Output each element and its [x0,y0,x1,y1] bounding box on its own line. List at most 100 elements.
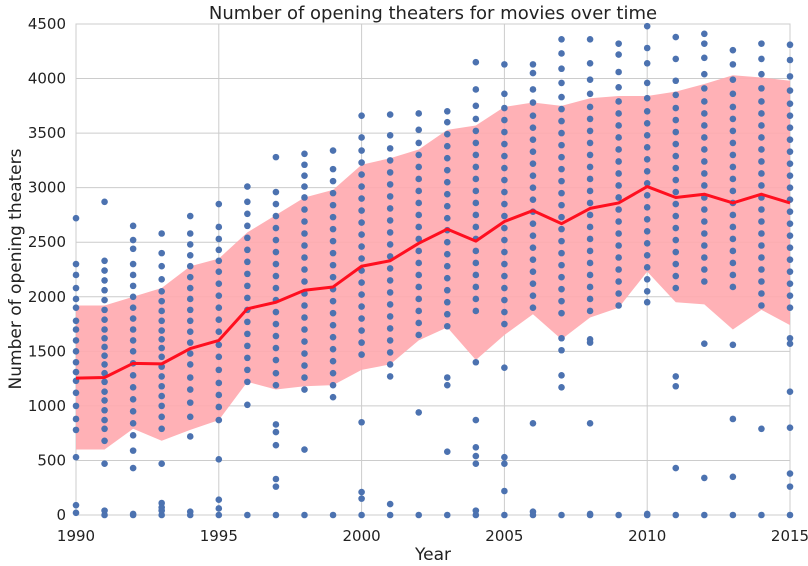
data-point [786,124,794,131]
data-point [301,314,308,321]
data-point [215,235,223,243]
data-point [472,358,480,366]
data-point [558,346,565,354]
data-point [329,189,337,197]
data-point [158,262,165,270]
data-point [386,145,394,152]
data-point [472,271,480,279]
data-point [129,304,137,311]
data-point [443,310,451,318]
data-point [501,296,508,304]
data-point [244,246,251,254]
data-point [701,85,708,92]
data-point [501,284,508,292]
data-point [529,160,537,167]
data-point [501,152,508,160]
data-point [758,254,765,261]
data-point [501,128,508,136]
data-point [415,307,423,315]
data-point [758,278,765,285]
data-point [501,90,508,98]
data-point [586,211,594,219]
data-point [643,276,651,283]
data-point [272,421,280,428]
y-tick-label: 2500 [28,233,66,251]
data-point [786,112,794,119]
data-point [272,212,280,220]
data-point [358,134,365,141]
data-point [415,511,423,519]
data-point [729,175,737,183]
data-point [558,165,565,173]
data-point [443,202,451,210]
data-point [758,425,765,433]
data-point [215,511,223,519]
data-point [129,337,137,344]
data-point [443,322,451,330]
data-point [586,259,594,267]
data-point [301,206,308,213]
data-point [643,216,651,223]
data-point [101,352,108,359]
data-point [415,235,423,243]
data-point [329,381,337,389]
data-point [443,274,451,282]
data-point [186,350,194,357]
data-point [101,460,108,468]
data-point [301,386,308,393]
data-point [529,420,537,427]
data-point [215,456,223,463]
data-point [215,246,223,254]
data-point [215,341,223,349]
data-point [358,418,365,426]
data-point [472,259,480,267]
data-point [672,464,680,472]
data-point [615,170,622,177]
data-point [501,61,508,68]
data-point [758,182,765,189]
data-point [529,148,537,155]
data-point [758,302,765,309]
data-point [786,280,794,287]
data-point [701,170,708,177]
data-point [729,235,737,243]
data-point [272,260,280,268]
data-point [758,230,765,237]
data-point [529,196,537,203]
data-point [643,119,651,127]
data-point [615,290,622,297]
data-point [301,218,308,225]
data-point [672,91,680,99]
data-point [529,86,537,93]
data-point [558,189,565,197]
data-point [186,262,194,270]
data-point [501,188,508,196]
data-point [186,273,194,281]
data-point [186,399,194,406]
y-tick-label: 1500 [28,342,66,360]
data-point [529,256,537,263]
data-point [558,141,565,149]
data-point [386,349,394,356]
data-point [72,402,80,410]
data-point [129,447,137,454]
data-point [758,266,765,273]
data-point [101,507,108,514]
data-point [529,99,537,106]
data-point [786,220,794,227]
data-point [643,228,651,235]
data-point [643,107,651,115]
data-point [586,187,594,195]
data-point [615,302,622,309]
data-point [729,211,737,219]
data-point [186,374,194,381]
data-point [586,307,594,315]
data-point [386,193,394,200]
data-point [301,150,308,158]
data-point [358,495,365,502]
data-point [558,384,565,391]
data-point [586,175,594,183]
data-point [329,249,337,257]
data-point [415,199,423,207]
data-point [615,194,622,201]
